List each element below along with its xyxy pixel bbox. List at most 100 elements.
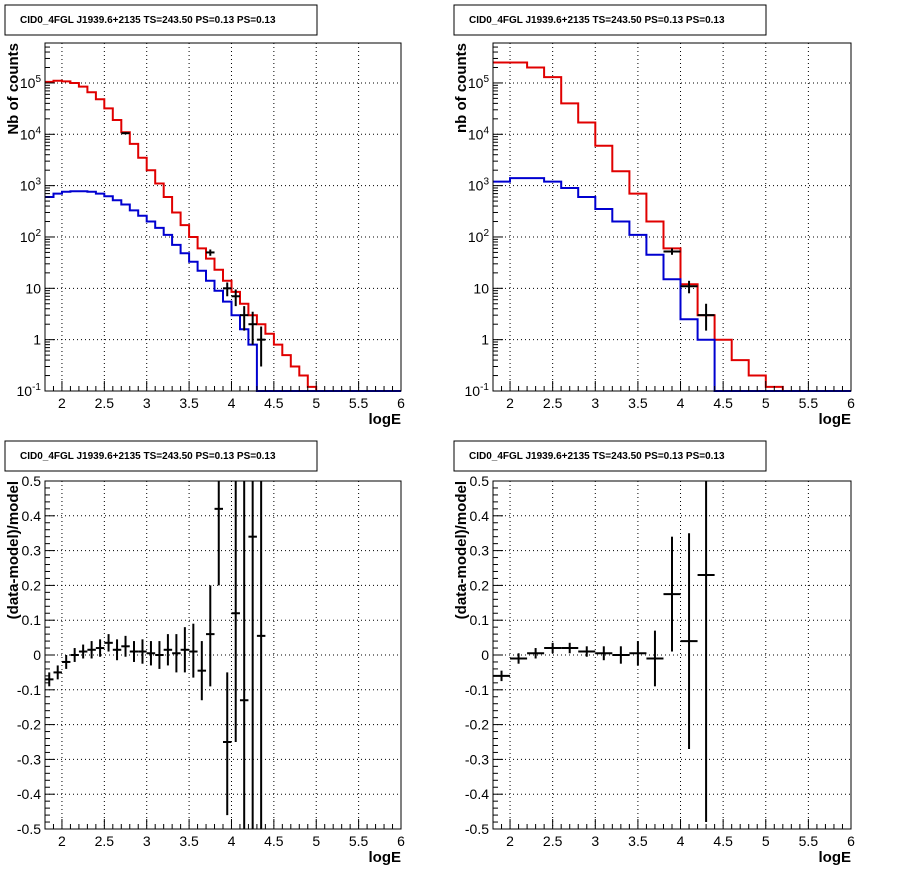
series-line-component — [493, 177, 851, 392]
y-tick-label: 103 — [20, 177, 42, 194]
chart-title: CID0_4FGL J1939.6+2135 TS=243.50 PS=0.13… — [20, 15, 276, 26]
data-point — [129, 641, 139, 662]
x-tick-label: 3.5 — [628, 395, 648, 411]
data-point — [231, 289, 240, 307]
x-tick-label: 5 — [762, 833, 770, 849]
data-point — [146, 641, 156, 666]
data-point — [87, 641, 96, 659]
x-axis-label: logE — [369, 849, 402, 866]
x-tick-label: 4.5 — [264, 395, 284, 411]
y-tick-label: 0.2 — [22, 577, 42, 593]
data-point — [155, 641, 164, 669]
data-point — [45, 672, 54, 687]
y-tick-label: 10 — [473, 280, 489, 296]
grid-lines — [493, 43, 851, 391]
x-ticks — [492, 819, 852, 829]
grid-lines — [45, 43, 401, 391]
x-axis-label: logE — [819, 849, 852, 866]
chart-title-box — [4, 440, 318, 472]
series-line-model — [493, 61, 851, 392]
y-tick-label: -0.5 — [17, 821, 41, 837]
data-point — [138, 639, 147, 664]
x-axis-label: logE — [819, 411, 852, 428]
series-line-model — [45, 79, 401, 392]
x-ticks — [44, 819, 402, 829]
y-ticks — [493, 42, 503, 392]
chart-title-box — [4, 4, 318, 36]
chart-title: CID0_4FGL J1939.6+2135 TS=243.50 PS=0.13… — [20, 451, 276, 462]
x-tick-label: 2 — [58, 395, 66, 411]
chart-title-box — [453, 440, 767, 472]
data-point — [248, 311, 257, 345]
data-point — [578, 646, 596, 657]
data-point — [197, 641, 207, 701]
data-point — [172, 634, 181, 673]
data-point — [78, 644, 88, 659]
x-tick-label: 6 — [397, 395, 405, 411]
y-tick-label: 104 — [20, 125, 42, 142]
y-tick-label: 1 — [33, 332, 41, 348]
data-point — [663, 536, 681, 652]
chart-panel-2: CID0_4FGL J1939.6+2135 TS=243.50 PS=0.13… — [453, 4, 855, 428]
y-tick-label: 0.2 — [470, 577, 490, 593]
x-axis-label: logE — [369, 411, 402, 428]
y-tick-label: 104 — [468, 125, 490, 142]
y-tick-label: 0.4 — [470, 508, 490, 524]
x-tick-label: 3.5 — [179, 833, 199, 849]
x-tick-label: 3 — [143, 833, 151, 849]
plot-frame — [492, 42, 852, 392]
x-tick-label: 3.5 — [628, 833, 648, 849]
y-axis-label: Nb of counts — [5, 43, 22, 135]
series-line-component — [45, 190, 401, 392]
y-tick-label: -0.2 — [465, 717, 489, 733]
x-tick-label: 5.5 — [799, 833, 819, 849]
data-point — [527, 648, 545, 659]
data-point — [697, 481, 715, 823]
y-tick-label: 0.5 — [22, 473, 42, 489]
data-point — [231, 481, 240, 742]
x-tick-label: 5 — [762, 395, 770, 411]
data-point — [612, 646, 630, 664]
y-tick-label: -0.4 — [17, 786, 41, 802]
y-axis-label: (data-model)/model — [5, 481, 22, 619]
x-tick-label: 3 — [143, 395, 151, 411]
y-ticks — [493, 480, 503, 830]
x-ticks — [492, 381, 852, 391]
x-tick-label: 5.5 — [349, 833, 369, 849]
chart-panel-4: CID0_4FGL J1939.6+2135 TS=243.50 PS=0.13… — [453, 440, 855, 866]
data-points — [121, 132, 266, 367]
x-tick-label: 2 — [58, 833, 66, 849]
y-axis-label: (data-model)/model — [453, 481, 470, 619]
y-tick-label: -0.1 — [17, 682, 41, 698]
x-tick-label: 6 — [847, 395, 855, 411]
y-tick-label: 1 — [481, 332, 489, 348]
data-point — [663, 248, 681, 255]
chart-panel-3: CID0_4FGL J1939.6+2135 TS=243.50 PS=0.13… — [4, 440, 405, 866]
x-tick-label: 5.5 — [349, 395, 369, 411]
x-tick-label: 4 — [228, 395, 236, 411]
data-point — [121, 635, 130, 657]
data-point — [180, 627, 190, 673]
plot-frame — [44, 42, 402, 392]
y-tick-label: -0.3 — [465, 751, 489, 767]
chart-title: CID0_4FGL J1939.6+2135 TS=243.50 PS=0.13… — [469, 451, 725, 462]
data-point — [256, 481, 266, 829]
x-tick-label: 3 — [591, 395, 599, 411]
x-tick-label: 4 — [677, 395, 685, 411]
data-point — [112, 639, 122, 661]
data-point — [61, 655, 71, 669]
x-tick-label: 5.5 — [799, 395, 819, 411]
x-tick-label: 6 — [397, 833, 405, 849]
y-ticks — [45, 480, 55, 830]
x-tick-label: 4 — [228, 833, 236, 849]
data-point — [121, 132, 130, 135]
data-point — [697, 303, 715, 331]
y-tick-label: 0.4 — [22, 508, 42, 524]
data-point — [223, 282, 232, 297]
y-tick-label: 10-1 — [465, 382, 490, 399]
x-tick-label: 5 — [312, 395, 320, 411]
data-point — [629, 641, 647, 666]
data-point — [646, 630, 664, 687]
y-tick-label: -0.5 — [465, 821, 489, 837]
